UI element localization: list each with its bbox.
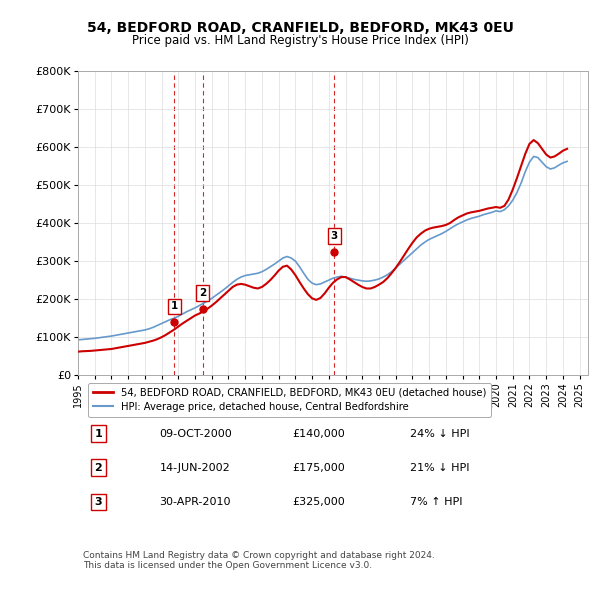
Text: Contains HM Land Registry data © Crown copyright and database right 2024.
This d: Contains HM Land Registry data © Crown c…: [83, 550, 435, 570]
Text: 3: 3: [331, 231, 338, 241]
Text: £325,000: £325,000: [292, 497, 345, 507]
Text: £140,000: £140,000: [292, 429, 345, 439]
Legend: 54, BEDFORD ROAD, CRANFIELD, BEDFORD, MK43 0EU (detached house), HPI: Average pr: 54, BEDFORD ROAD, CRANFIELD, BEDFORD, MK…: [88, 382, 491, 417]
Text: 54, BEDFORD ROAD, CRANFIELD, BEDFORD, MK43 0EU: 54, BEDFORD ROAD, CRANFIELD, BEDFORD, MK…: [86, 21, 514, 35]
Text: 3: 3: [95, 497, 102, 507]
Text: 2: 2: [199, 288, 206, 298]
Text: 21% ↓ HPI: 21% ↓ HPI: [409, 463, 469, 473]
Text: £175,000: £175,000: [292, 463, 345, 473]
Text: 30-APR-2010: 30-APR-2010: [160, 497, 231, 507]
Text: 14-JUN-2002: 14-JUN-2002: [160, 463, 230, 473]
Text: 1: 1: [95, 429, 102, 439]
Text: 1: 1: [171, 301, 178, 312]
Text: Price paid vs. HM Land Registry's House Price Index (HPI): Price paid vs. HM Land Registry's House …: [131, 34, 469, 47]
Text: 09-OCT-2000: 09-OCT-2000: [160, 429, 232, 439]
Text: 24% ↓ HPI: 24% ↓ HPI: [409, 429, 469, 439]
Text: 2: 2: [95, 463, 102, 473]
Text: 7% ↑ HPI: 7% ↑ HPI: [409, 497, 462, 507]
